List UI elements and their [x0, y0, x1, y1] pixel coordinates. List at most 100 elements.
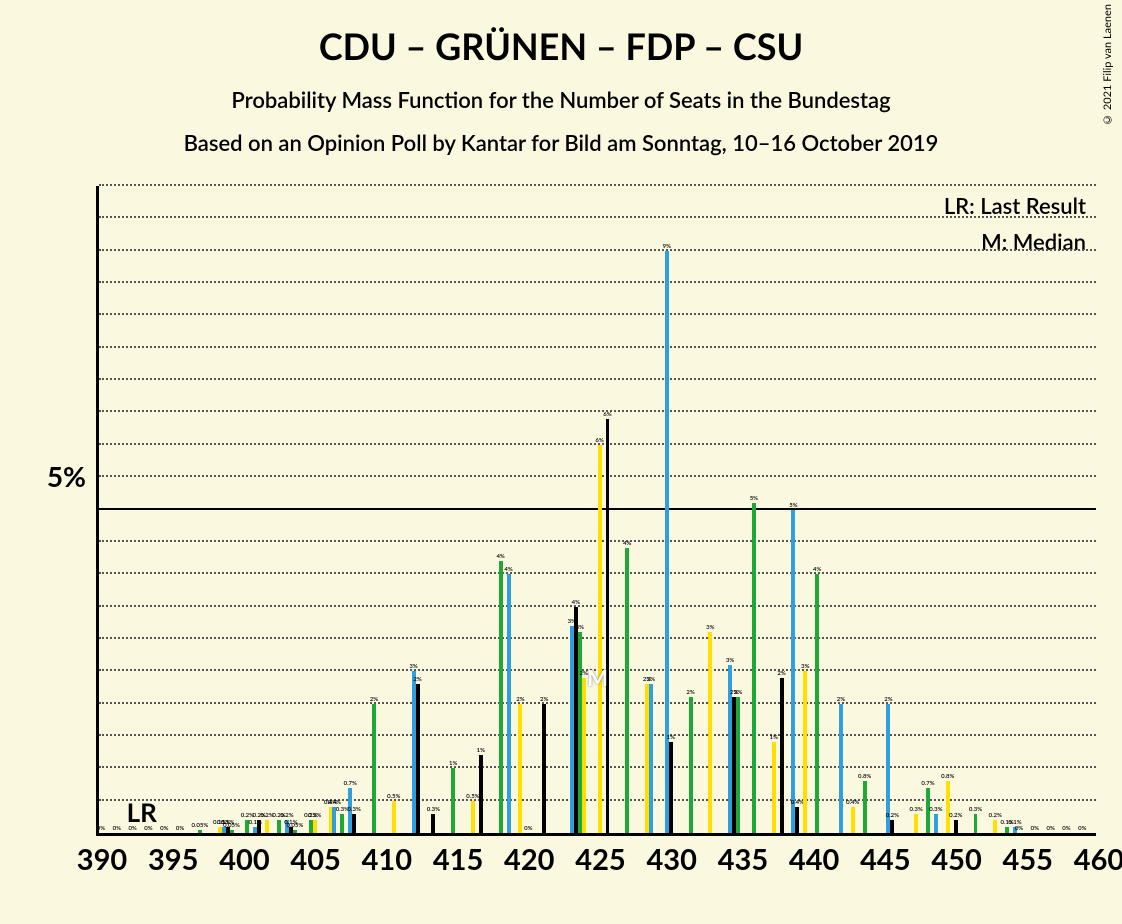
- bar-fdp: 2%: [518, 704, 522, 833]
- bar-group: 0.5%: [384, 186, 400, 833]
- bar-value-label: 6%: [603, 411, 611, 418]
- median-marker: M: [587, 664, 608, 691]
- bar-fdp: 6%: [598, 445, 602, 833]
- bar-grünen: 4%: [625, 548, 629, 833]
- bar-value-label: 5%: [750, 495, 758, 502]
- bar-value-label: 0%: [113, 825, 121, 832]
- x-tick-label: 405: [290, 842, 340, 877]
- x-tick-label: 410: [362, 842, 412, 877]
- bar-group: 0.4% 3%: [795, 186, 811, 833]
- bar-group: 0.1%0.05%: [226, 186, 242, 833]
- plot-area: 5% 0%0%0%0%0%0%0.05%0.1%0.1%0.1%0.05%0.2…: [96, 186, 1096, 836]
- bar-group: 3%: [400, 186, 416, 833]
- bar-group: 2%: [368, 186, 384, 833]
- bar-value-label: 4%: [813, 566, 821, 573]
- bar-group: 0%: [162, 186, 178, 833]
- bar-fdp: 0.2%: [993, 820, 997, 833]
- bar-value-label: 0.4%: [846, 799, 859, 806]
- bar-group: 0%: [1065, 186, 1081, 833]
- bar-cdu: 0.2%: [890, 820, 894, 833]
- bar-value-label: 3%: [801, 663, 809, 670]
- bar-container: 0%0%0%0%0%0%0.05%0.1%0.1%0.1%0.05%0.2%0.…: [99, 186, 1096, 833]
- bar-cdu: 6%: [606, 419, 610, 833]
- bar-value-label: 0.2%: [949, 812, 962, 819]
- bar-group: 0.8%: [859, 186, 875, 833]
- bar-value-label: 0.2%: [308, 812, 321, 819]
- bar-value-label: 4%: [572, 599, 580, 606]
- bar-cdu: 0.3%: [431, 814, 435, 833]
- bar-group: 2%2%: [637, 186, 653, 833]
- bar-value-label: 0%: [1062, 825, 1070, 832]
- bar-value-label: 1%: [477, 747, 485, 754]
- bar-grünen: 0.05%: [230, 830, 234, 833]
- bar-value-label: 0.4%: [791, 799, 804, 806]
- x-axis: [96, 833, 1096, 836]
- bar-value-label: 3%: [706, 624, 714, 631]
- copyright-text: © 2021 Filip van Laenen: [1101, 4, 1114, 126]
- bar-value-label: 0.3%: [427, 806, 440, 813]
- bar-group: 1%: [447, 186, 463, 833]
- bar-fdp: 0.5%: [392, 801, 396, 833]
- bar-group: 6%: [606, 186, 622, 833]
- bar-group: 0.2%0.2%: [305, 186, 321, 833]
- bar-group: 0.05%: [194, 186, 210, 833]
- bar-group: 0.2%: [890, 186, 906, 833]
- bar-value-label: 0.8%: [941, 773, 954, 780]
- bar-grünen: 2%: [736, 697, 740, 833]
- bar-group: 0.2%0.2%: [273, 186, 289, 833]
- bar-group: 1%: [479, 186, 495, 833]
- bar-group: 0.3%: [352, 186, 368, 833]
- bar-group: 0.2%0.1%: [241, 186, 257, 833]
- bar-value-label: 0.05%: [286, 822, 303, 829]
- bar-group: 0.3%: [431, 186, 447, 833]
- x-tick-label: 440: [789, 842, 839, 877]
- bar-value-label: 1%: [667, 734, 675, 741]
- bar-value-label: 4%: [496, 553, 504, 560]
- bar-value-label: 0%: [160, 825, 168, 832]
- bar-fdp: 3%: [803, 671, 807, 833]
- bar-value-label: 0.5%: [466, 793, 479, 800]
- bar-value-label: 0.7%: [921, 780, 934, 787]
- bar-group: 0.3%: [970, 186, 986, 833]
- bar-group: 4%: [811, 186, 827, 833]
- bar-fdp: 1%: [772, 742, 776, 833]
- bar-group: 4%3%2%: [574, 186, 590, 833]
- bar-value-label: 2%: [686, 689, 694, 696]
- bar-fdp: 0.5%: [471, 801, 475, 833]
- bar-value-label: 0.3%: [348, 806, 361, 813]
- bar-value-label: 2%: [540, 696, 548, 703]
- bar-grünen: 2%: [689, 697, 693, 833]
- bar-group: 0%: [146, 186, 162, 833]
- bar-cdu: 1%: [669, 742, 673, 833]
- y-tick-label-5: 5%: [47, 459, 86, 493]
- bar-cdu: 0.3%: [352, 814, 356, 833]
- bar-group: 0.8%: [938, 186, 954, 833]
- bar-grünen: 2%: [372, 704, 376, 833]
- bar-group: 0.1%0.1%: [210, 186, 226, 833]
- bar-cdu: 1%: [479, 755, 483, 833]
- bar-grünen: 0.05%: [198, 830, 202, 833]
- bar-group: 0.1%0.05%: [289, 186, 305, 833]
- x-tick-label: 450: [931, 842, 981, 877]
- bar-value-label: 4%: [623, 540, 631, 547]
- bar-value-label: 0.3%: [969, 806, 982, 813]
- bar-value-label: 0.05%: [192, 822, 209, 829]
- x-tick-label: 445: [860, 842, 910, 877]
- bar-value-label: 2%: [413, 676, 421, 683]
- bar-group: 2%: [685, 186, 701, 833]
- bar-group: 2%2%: [732, 186, 748, 833]
- bar-group: 2%: [542, 186, 558, 833]
- bar-group: 6%: [590, 186, 606, 833]
- bar-cdu: 0.4%: [795, 807, 799, 833]
- bar-group: 0.2%: [954, 186, 970, 833]
- bar-cdu: 2%: [542, 704, 546, 833]
- bar-value-label: 1%: [449, 760, 457, 767]
- x-tick-label: 420: [504, 842, 554, 877]
- bar-grünen: 0.1%: [1005, 827, 1009, 833]
- bar-grünen: 5%: [752, 503, 756, 833]
- bar-grünen: 1%: [451, 768, 455, 833]
- bar-grünen: 0.2%: [277, 820, 281, 833]
- bar-value-label: 0%: [1031, 825, 1039, 832]
- bar-value-label: 0%: [97, 825, 105, 832]
- bar-group: 0.3%: [906, 186, 922, 833]
